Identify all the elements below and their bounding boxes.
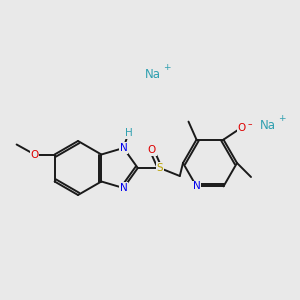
Text: N: N [120,143,128,153]
Text: S: S [157,163,163,173]
Text: O: O [31,149,39,160]
Text: N: N [193,182,200,191]
Text: Na: Na [260,119,275,132]
Text: N: N [120,183,128,193]
Text: H: H [124,128,132,138]
Text: +: + [278,114,285,123]
Text: Na: Na [145,68,161,82]
Text: O: O [148,145,156,155]
Text: O: O [237,123,246,133]
Text: –: – [247,120,252,129]
Text: +: + [163,64,171,73]
